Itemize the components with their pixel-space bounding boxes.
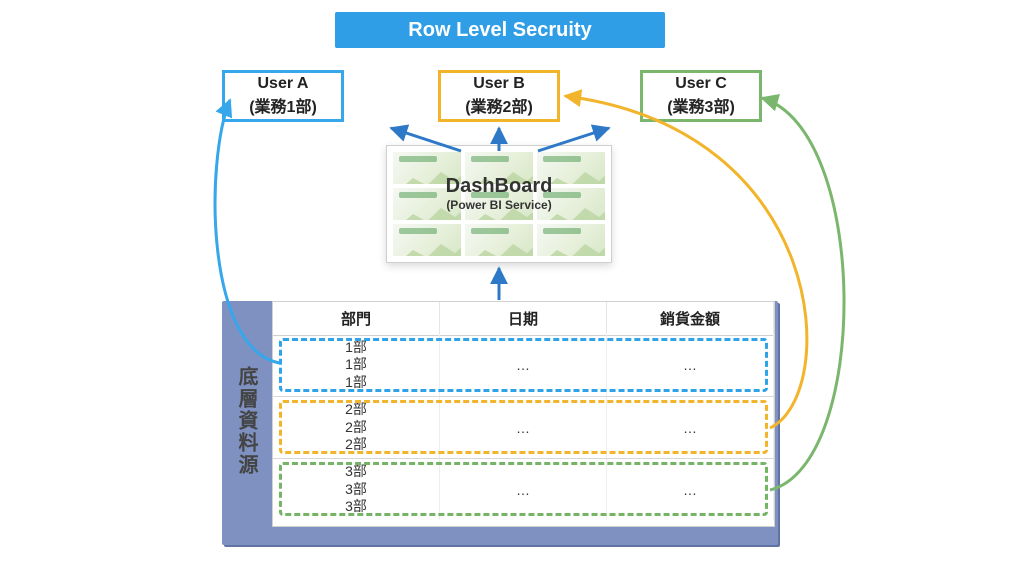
cell-date: …	[440, 397, 607, 458]
table-row: 2部2部2部 … …	[273, 396, 774, 458]
dash-tile	[537, 188, 605, 220]
table-row: 1部1部1部 … …	[273, 334, 774, 396]
dash-tile	[465, 224, 533, 256]
user-b-name: User B	[473, 75, 525, 93]
col-amount: 銷貨金額	[607, 302, 774, 336]
user-c-box: User C (業務3部)	[640, 70, 762, 122]
user-a-name: User A	[258, 75, 309, 93]
dashboard-panel	[386, 145, 612, 263]
user-a-box: User A (業務1部)	[222, 70, 344, 122]
dash-tile	[393, 152, 461, 184]
cell-dept: 1部1部1部	[273, 334, 440, 396]
dash-tile	[465, 152, 533, 184]
dash-tile	[465, 188, 533, 220]
table-row: 3部3部3部 … …	[273, 458, 774, 520]
data-table: 部門 日期 銷貨金額 1部1部1部 … … 2部2部2部 … … 3部3部3部 …	[272, 301, 775, 527]
table-body: 1部1部1部 … … 2部2部2部 … … 3部3部3部 … …	[273, 334, 774, 520]
user-b-box: User B (業務2部)	[438, 70, 560, 122]
cell-dept: 2部2部2部	[273, 397, 440, 458]
dash-tile	[393, 188, 461, 220]
table-header: 部門 日期 銷貨金額	[273, 302, 774, 334]
user-a-dept: (業務1部)	[249, 93, 317, 117]
user-c-name: User C	[675, 75, 727, 93]
cell-date: …	[440, 334, 607, 396]
cell-amount: …	[607, 397, 774, 458]
cell-date: …	[440, 459, 607, 520]
cell-dept: 3部3部3部	[273, 459, 440, 520]
dash-tile	[537, 152, 605, 184]
user-b-dept: (業務2部)	[465, 93, 533, 117]
cell-amount: …	[607, 334, 774, 396]
col-dept: 部門	[273, 302, 440, 336]
dash-tile	[537, 224, 605, 256]
dash-tile	[393, 224, 461, 256]
user-c-dept: (業務3部)	[667, 93, 735, 117]
page-title: Row Level Secruity	[335, 12, 665, 48]
data-source-label: 底層資料源	[232, 328, 261, 513]
cell-amount: …	[607, 459, 774, 520]
col-date: 日期	[440, 302, 607, 336]
